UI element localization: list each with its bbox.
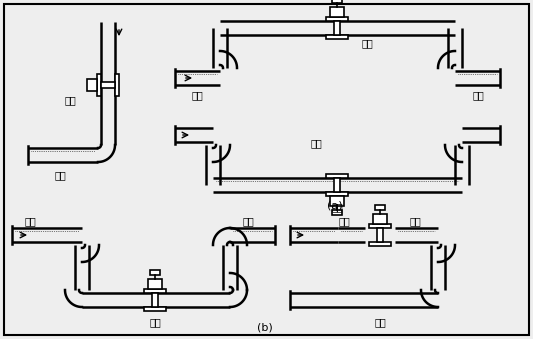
Text: 正確: 正確 xyxy=(149,317,161,327)
Bar xyxy=(326,174,348,178)
Bar xyxy=(332,0,342,3)
Bar xyxy=(144,289,166,293)
Bar xyxy=(148,279,162,289)
Text: 错误: 错误 xyxy=(374,317,386,327)
Bar xyxy=(115,74,119,96)
Bar xyxy=(326,17,348,21)
Bar xyxy=(330,7,344,17)
Bar xyxy=(373,214,387,224)
Bar xyxy=(377,228,383,242)
Bar xyxy=(150,270,160,275)
Bar xyxy=(97,74,101,96)
Bar xyxy=(334,178,340,192)
Bar xyxy=(330,196,344,206)
Text: 错误: 错误 xyxy=(310,138,322,148)
Bar xyxy=(101,82,115,88)
Text: 液体: 液体 xyxy=(191,90,203,100)
Text: (b): (b) xyxy=(257,323,273,333)
Bar xyxy=(375,205,385,210)
Text: 气泡: 气泡 xyxy=(242,216,254,226)
Bar xyxy=(87,79,97,91)
Bar xyxy=(326,192,348,196)
Text: 气泡: 气泡 xyxy=(338,216,350,226)
Text: 正確: 正確 xyxy=(64,95,76,105)
Bar xyxy=(332,210,342,215)
Text: 气泡: 气泡 xyxy=(24,216,36,226)
Text: (a): (a) xyxy=(327,200,343,210)
Text: 液体: 液体 xyxy=(472,90,484,100)
Text: 液体: 液体 xyxy=(331,202,343,212)
Bar xyxy=(152,293,158,307)
Bar xyxy=(144,307,166,311)
Bar xyxy=(369,224,391,228)
Text: 气泡: 气泡 xyxy=(410,216,422,226)
Text: 液体: 液体 xyxy=(54,170,66,180)
Bar xyxy=(369,242,391,246)
Bar xyxy=(326,35,348,39)
Bar xyxy=(334,21,340,35)
Text: 正確: 正確 xyxy=(362,38,374,48)
